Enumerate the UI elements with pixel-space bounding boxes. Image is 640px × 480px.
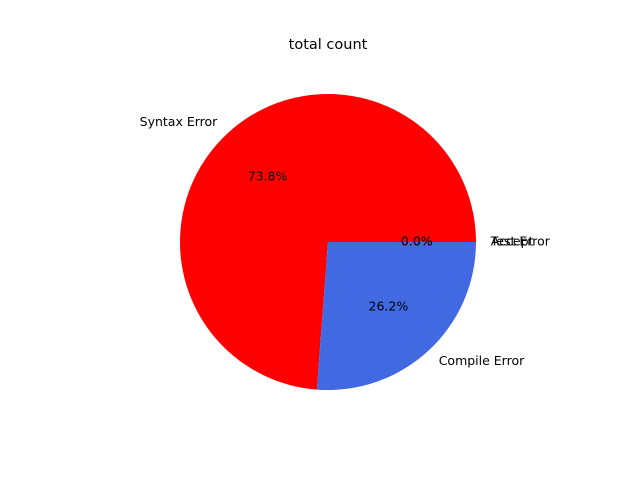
pct-label-syntax-error: 73.8% — [248, 168, 288, 183]
slice-syntax-error — [180, 94, 477, 390]
slice-label-syntax-error: Syntax Error — [140, 114, 219, 129]
chart-title: total count — [289, 37, 368, 53]
pct-label-accept: 0.0% — [401, 234, 433, 249]
slice-compile-error — [316, 242, 476, 390]
slice-label-compile-error: Compile Error — [439, 353, 525, 368]
pie-slices — [180, 94, 477, 390]
slice-label-accept: Accept — [491, 234, 534, 249]
pie-labels: Accept 0.0% Syntax Error 73.8% Compile Error… — [140, 114, 551, 368]
pct-label-compile-error: 26.2% — [369, 299, 409, 314]
slice-label-test-error: Test Error — [490, 234, 551, 249]
pct-label-test-error: 0.0% — [401, 234, 433, 249]
